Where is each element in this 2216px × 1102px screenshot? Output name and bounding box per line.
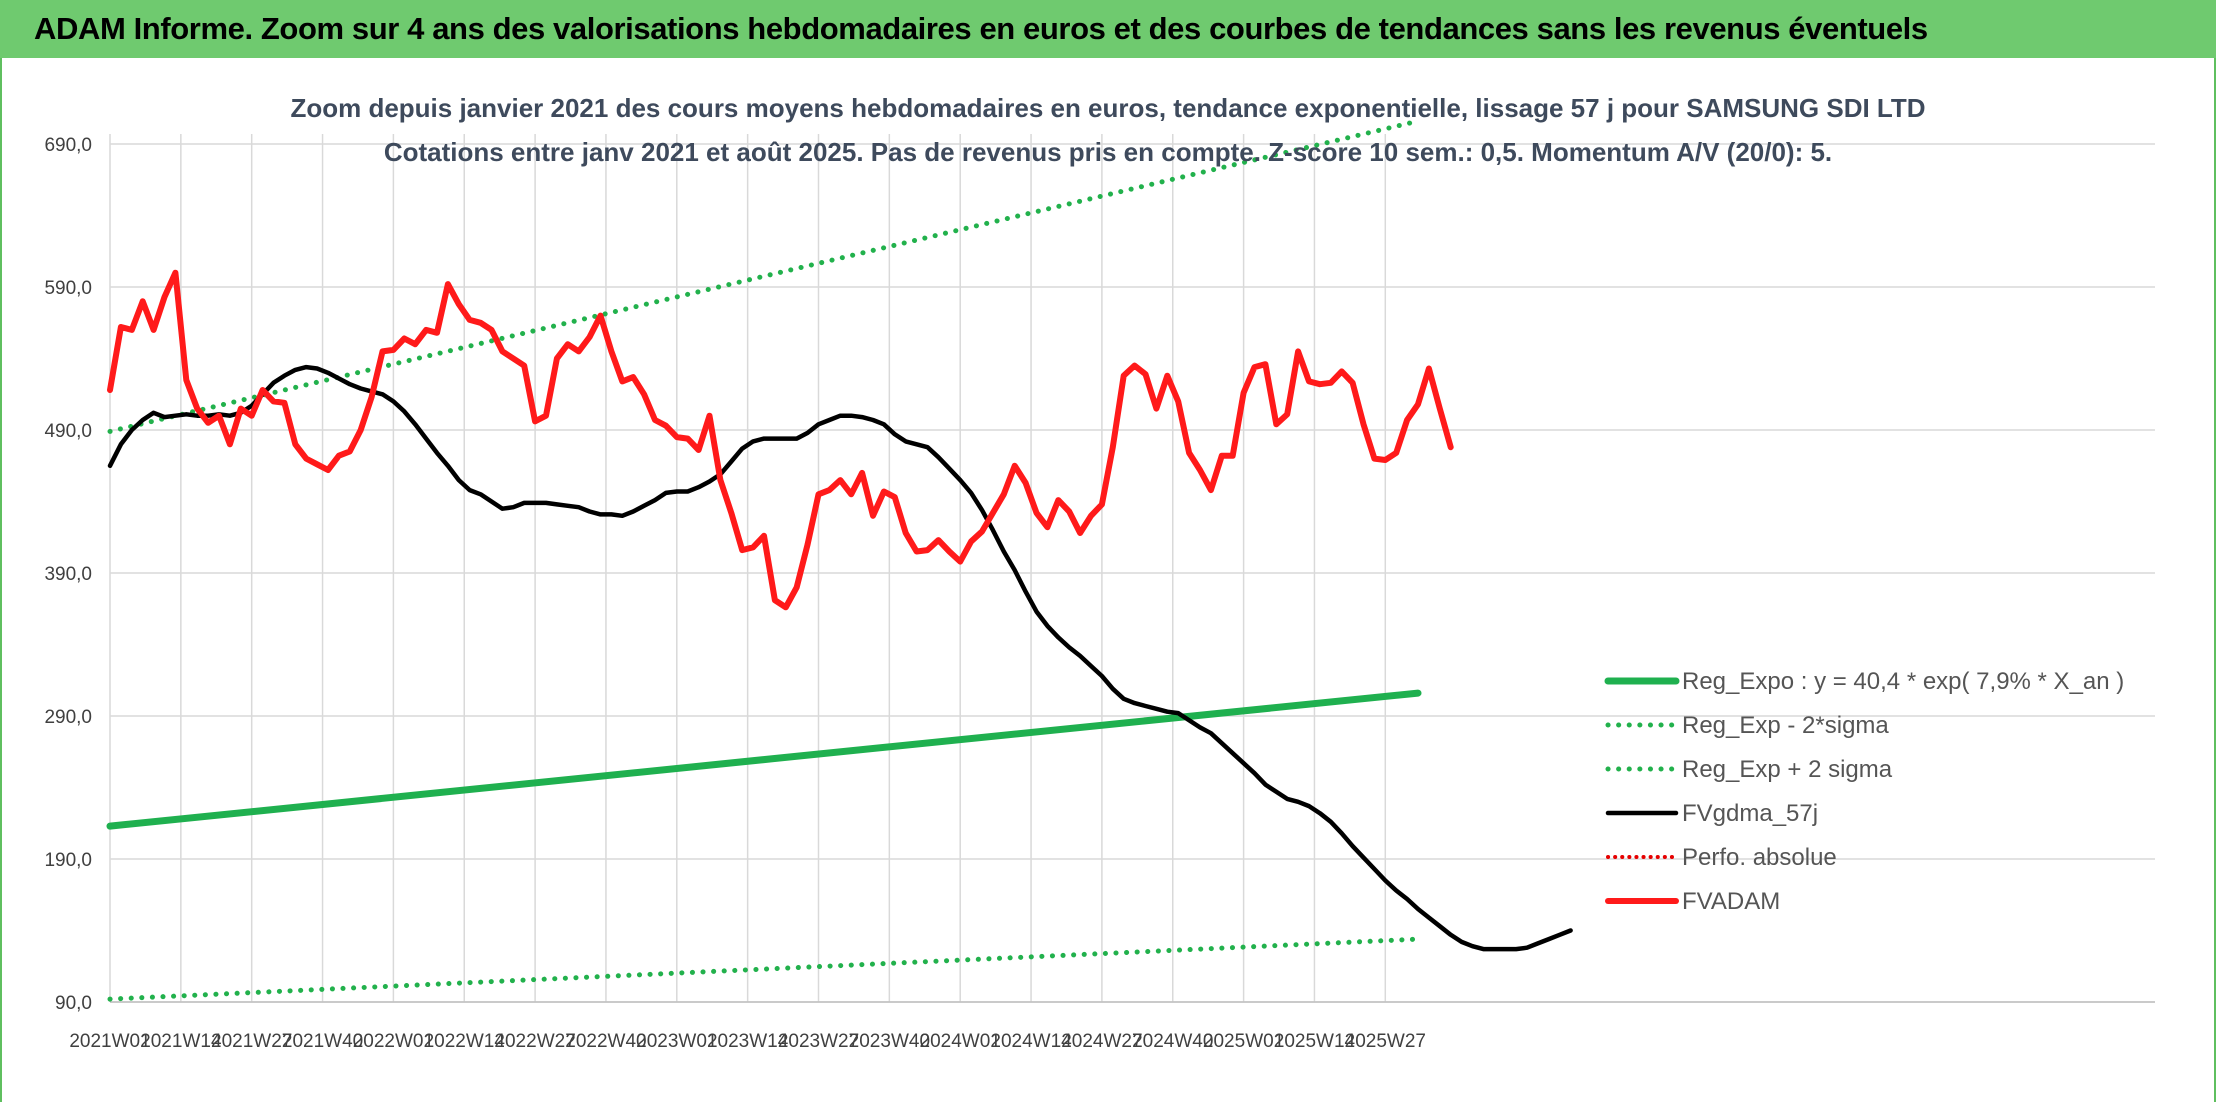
y-tick-label: 590,0 xyxy=(44,278,92,299)
x-axis-labels: 2021W012021W142021W272021W402022W012022W… xyxy=(69,1031,1426,1052)
y-tick-label: 690,0 xyxy=(44,135,92,156)
chart-titles: Zoom depuis janvier 2021 des cours moyen… xyxy=(290,93,1925,167)
x-tick-label: 2023W27 xyxy=(778,1031,859,1052)
report-banner: ADAM Informe. Zoom sur 4 ans des valoris… xyxy=(0,0,2216,58)
x-tick-label: 2025W01 xyxy=(1203,1031,1284,1052)
x-tick-label: 2024W14 xyxy=(990,1031,1072,1052)
legend-label: Reg_Exp + 2 sigma xyxy=(1682,756,1893,783)
y-tick-label: 490,0 xyxy=(44,421,92,442)
x-tick-label: 2024W27 xyxy=(1061,1031,1142,1052)
legend-label: FVgdma_57j xyxy=(1682,800,1818,827)
legend-label: Reg_Exp - 2*sigma xyxy=(1682,712,1889,739)
x-tick-label: 2021W14 xyxy=(140,1031,222,1052)
x-tick-label: 2023W40 xyxy=(849,1031,930,1052)
x-tick-label: 2022W14 xyxy=(424,1031,506,1052)
report-title: ADAM Informe. Zoom sur 4 ans des valoris… xyxy=(34,11,1928,46)
x-tick-label: 2021W01 xyxy=(69,1031,150,1052)
chart-subtitle: Cotations entre janv 2021 et août 2025. … xyxy=(384,137,1832,167)
price-chart: 90,0 190,0 290,0 390,0 490,0 590,0 690,0 2021W… xyxy=(44,93,2155,1052)
chart-title: Zoom depuis janvier 2021 des cours moyen… xyxy=(290,93,1925,123)
series-line-reg-exp-2-sigma xyxy=(107,118,1421,434)
legend: Reg_Expo : y = 40,4 * exp( 7,9% * X_an )… xyxy=(1604,668,2124,915)
legend-label: Reg_Expo : y = 40,4 * exp( 7,9% * X_an ) xyxy=(1682,668,2124,695)
y-tick-label: 390,0 xyxy=(44,564,92,585)
legend-label: FVADAM xyxy=(1682,888,1780,915)
series-line-fvadam xyxy=(107,269,1454,611)
x-tick-label: 2021W27 xyxy=(211,1031,292,1052)
x-tick-label: 2021W40 xyxy=(282,1031,363,1052)
legend-label: Perfo. absolue xyxy=(1682,844,1837,871)
x-tick-label: 2023W14 xyxy=(707,1031,789,1052)
x-tick-label: 2025W27 xyxy=(1345,1031,1426,1052)
series-line-reg-expo-y-40-4-exp-7-9-x-an xyxy=(106,689,1422,830)
y-axis-labels: 90,0 190,0 290,0 390,0 490,0 590,0 690,0 xyxy=(44,135,92,1014)
series-line-reg-exp-2-sigma xyxy=(107,936,1421,1002)
x-tick-label: 2025W14 xyxy=(1274,1031,1356,1052)
gridlines xyxy=(109,134,2155,1003)
x-tick-label: 2022W27 xyxy=(494,1031,575,1052)
x-tick-label: 2022W40 xyxy=(565,1031,646,1052)
chart-lines xyxy=(106,118,1573,1002)
y-tick-label: 290,0 xyxy=(44,707,92,728)
x-tick-label: 2022W01 xyxy=(353,1031,434,1052)
y-tick-label: 90,0 xyxy=(55,993,92,1014)
y-tick-label: 190,0 xyxy=(44,850,92,871)
series-line-fvgdma-57j xyxy=(107,364,1573,952)
x-tick-label: 2024W40 xyxy=(1132,1031,1213,1052)
x-tick-label: 2024W01 xyxy=(920,1031,1001,1052)
x-tick-label: 2023W01 xyxy=(636,1031,717,1052)
